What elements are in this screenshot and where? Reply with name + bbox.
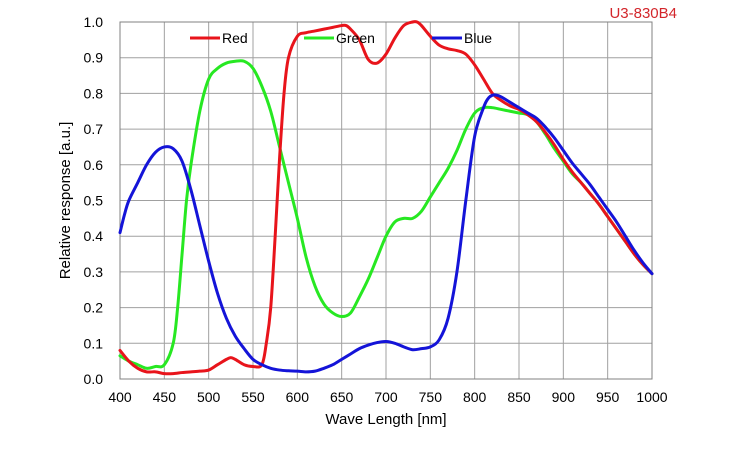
x-tick-label: 500 [197, 389, 221, 405]
y-tick-label: 0.0 [84, 371, 104, 387]
series-layer [118, 20, 654, 376]
x-tick-label: 550 [241, 389, 265, 405]
y-tick-label: 0.1 [84, 335, 104, 351]
y-tick-label: 0.2 [84, 300, 104, 316]
x-tick-label: 600 [286, 389, 310, 405]
x-tick-label: 450 [153, 389, 177, 405]
x-tick-label: 400 [108, 389, 132, 405]
x-tick-label: 950 [596, 389, 620, 405]
x-tick-label: 1000 [636, 389, 667, 405]
y-tick-label: 0.4 [84, 228, 104, 244]
y-tick-label: 0.5 [84, 193, 104, 209]
x-tick-labels: 400 450 500 550 600 650 700 750 800 850 900 950 1000 [108, 389, 667, 405]
y-tick-labels: 0.0 0.1 0.2 0.3 0.4 0.5 0.6 0.7 0.8 0.9 1.0 [84, 14, 104, 387]
x-tick-label: 700 [374, 389, 398, 405]
plot-border [119, 21, 653, 380]
x-tick-label: 900 [552, 389, 576, 405]
y-tick-label: 0.3 [84, 264, 104, 280]
y-tick-label: 0.9 [84, 50, 104, 66]
x-axis-title: Wave Length [nm] [325, 411, 446, 428]
legend-label-red: Red [222, 30, 248, 46]
grid-layer [119, 21, 653, 380]
legend-label-blue: Blue [464, 30, 492, 46]
y-tick-label: 1.0 [84, 14, 104, 30]
y-tick-label: 0.8 [84, 85, 104, 101]
y-tick-label: 0.7 [84, 121, 104, 137]
legend-label-green: Green [336, 30, 375, 46]
x-tick-label: 850 [507, 389, 531, 405]
series-line-red [118, 20, 654, 376]
x-tick-label: 750 [419, 389, 443, 405]
y-tick-label: 0.6 [84, 157, 104, 173]
y-axis-title: Relative response [a.u.] [57, 122, 74, 280]
legend: Red Green Blue [190, 30, 492, 46]
x-tick-label: 800 [463, 389, 487, 405]
model-label: U3-830B4 [609, 5, 677, 22]
series-line-blue [118, 93, 654, 374]
x-tick-label: 650 [330, 389, 354, 405]
